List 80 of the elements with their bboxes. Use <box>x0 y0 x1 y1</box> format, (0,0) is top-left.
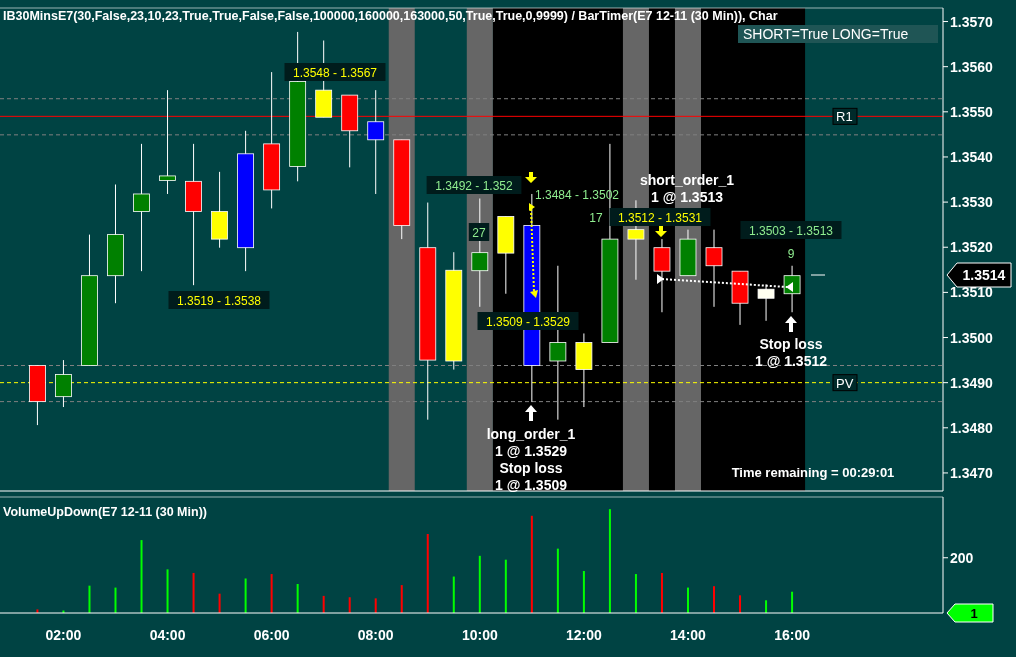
annotation: short_order_1 <box>639 172 735 188</box>
x-tick-label: 10:00 <box>461 627 498 643</box>
x-tick-label: 16:00 <box>774 627 811 643</box>
bar <box>400 585 403 613</box>
annotation: 9 <box>787 247 795 261</box>
x-tick-label: 02:00 <box>45 627 82 643</box>
annotation: 1.3548 - 1.3567 <box>292 66 378 80</box>
x-tick-label: 08:00 <box>357 627 394 643</box>
y-tick-label: 1.3570 <box>950 13 994 30</box>
y-tick-label: 1.3520 <box>950 239 994 256</box>
bar <box>140 540 143 613</box>
annotation: 17 <box>589 211 603 225</box>
bar <box>166 569 169 613</box>
bar <box>218 593 221 613</box>
bar <box>504 559 507 613</box>
bar <box>739 595 742 613</box>
candlestick <box>159 89 176 195</box>
annotation: 1 @ 1.3513 <box>650 189 724 205</box>
candlestick <box>471 197 489 308</box>
y-tick-label: 1.3510 <box>950 284 994 301</box>
x-tick-label: 12:00 <box>565 627 603 643</box>
y-tick-label: 1.3470 <box>950 464 994 481</box>
y-tick-label: 1.3530 <box>950 194 994 211</box>
bar <box>556 548 559 613</box>
x-tick-label: 04:00 <box>149 627 186 643</box>
text: VolumeUpDown(E7 12-11 (30 Min)) <box>3 505 207 519</box>
bar <box>270 574 273 613</box>
bar <box>660 572 663 613</box>
bar <box>634 574 637 613</box>
bar <box>88 585 91 613</box>
x-tick-label: 06:00 <box>253 627 290 643</box>
annotation: Stop loss <box>499 460 563 476</box>
annotation: SHORT=True LONG=True <box>743 26 909 42</box>
bar <box>582 571 585 613</box>
text: 1.3514 <box>962 267 1006 283</box>
candlestick <box>367 89 385 195</box>
bar <box>608 509 611 613</box>
bar <box>114 587 117 613</box>
bar <box>348 597 351 613</box>
candlestick <box>55 359 72 408</box>
annotation: 1.3503 - 1.3513 <box>748 224 834 238</box>
bar <box>686 587 689 613</box>
y-tick-label: 1.3480 <box>950 419 994 436</box>
y-tick-label: 1.3540 <box>950 148 994 165</box>
ref-line-label: R1 <box>836 109 853 125</box>
annotation: 1 @ 1.3529 <box>494 443 568 459</box>
bar <box>452 576 455 613</box>
annotation: 27 <box>472 226 486 240</box>
text: 1 <box>970 606 978 621</box>
annotation: 1.3492 - 1.352 <box>435 179 514 193</box>
candlestick <box>133 143 150 272</box>
y-tick-label: 1.3550 <box>950 103 994 120</box>
annotation: long_order_1 <box>486 426 576 442</box>
bar <box>244 578 247 613</box>
bar <box>374 598 377 613</box>
annotation: 1.3509 - 1.3529 <box>485 315 571 329</box>
bar <box>478 555 481 613</box>
candlestick <box>705 229 723 308</box>
annotation: Time remaining = 00:29:01 <box>731 465 895 480</box>
bar <box>296 584 299 613</box>
y-tick-label: 200 <box>950 549 974 566</box>
bar <box>791 591 794 613</box>
y-tick-label: 1.3560 <box>950 58 994 75</box>
ref-line-label: PV <box>836 375 854 391</box>
candlestick <box>653 238 671 313</box>
bar <box>192 572 195 613</box>
annotation: 1.3512 - 1.3531 <box>617 211 703 225</box>
annotation: 1 @ 1.3512 <box>754 353 828 369</box>
bar <box>426 534 429 613</box>
y-tick-label: 1.3500 <box>950 329 994 346</box>
annotation: 1 @ 1.3509 <box>494 477 568 493</box>
bar <box>322 595 325 613</box>
candlestick <box>757 283 775 322</box>
y-tick-label: 1.3490 <box>950 374 994 391</box>
bar <box>530 515 533 613</box>
x-tick-label: 14:00 <box>670 627 707 643</box>
annotation: 1.3519 - 1.3538 <box>176 294 262 308</box>
annotation: Stop loss <box>759 336 823 352</box>
bar <box>713 586 716 613</box>
bar <box>765 600 768 613</box>
